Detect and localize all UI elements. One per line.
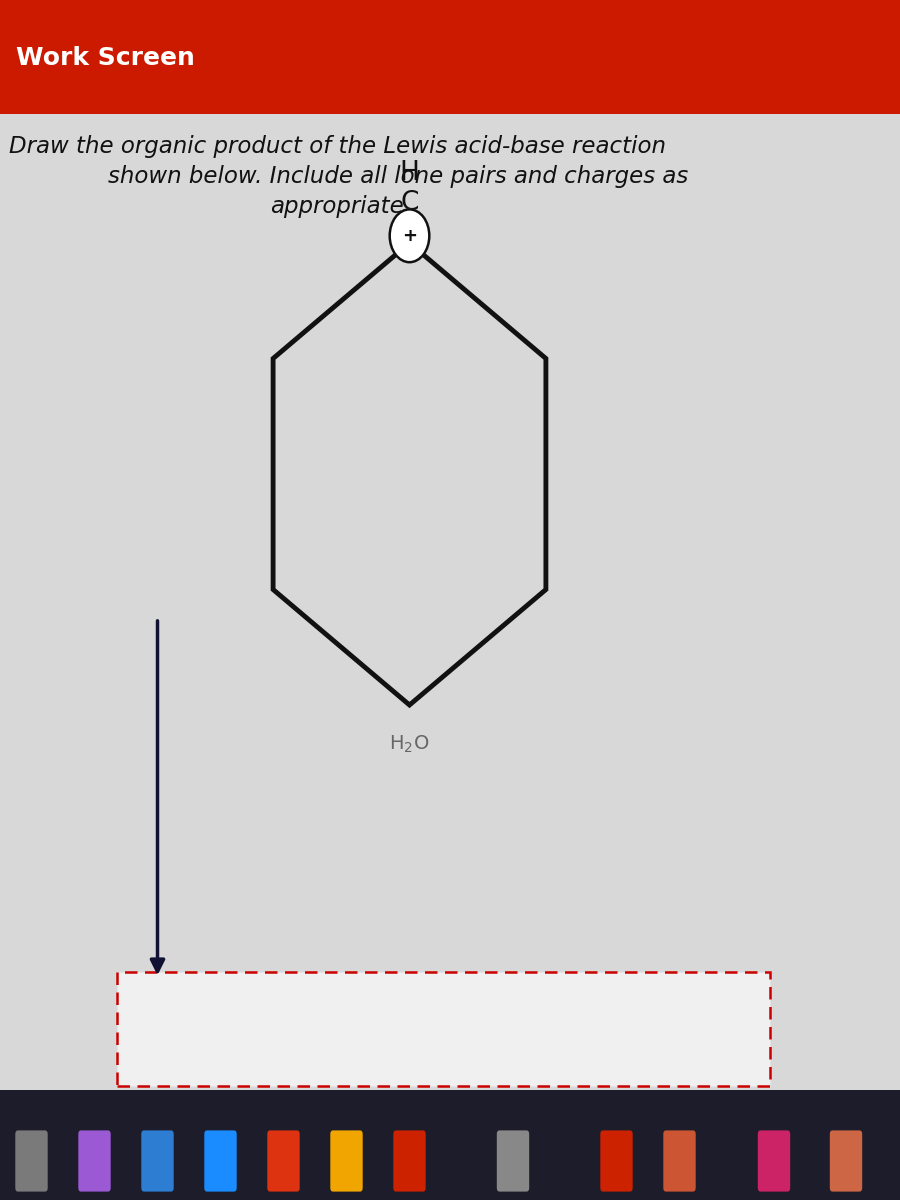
FancyBboxPatch shape	[600, 1130, 633, 1192]
FancyBboxPatch shape	[393, 1130, 426, 1192]
FancyBboxPatch shape	[141, 1130, 174, 1192]
Text: shown below. Include all lone pairs and charges as: shown below. Include all lone pairs and …	[108, 164, 688, 188]
Bar	[0, 1090, 900, 1200]
FancyBboxPatch shape	[204, 1130, 237, 1192]
FancyBboxPatch shape	[830, 1130, 862, 1192]
FancyBboxPatch shape	[78, 1130, 111, 1192]
Text: H: H	[400, 161, 419, 186]
FancyBboxPatch shape	[497, 1130, 529, 1192]
FancyBboxPatch shape	[15, 1130, 48, 1192]
FancyBboxPatch shape	[330, 1130, 363, 1192]
Text: +: +	[402, 227, 417, 245]
Bar	[117, 972, 770, 1086]
Bar	[0, 0, 900, 114]
Text: Work Screen: Work Screen	[16, 46, 195, 70]
Text: Draw the organic product of the Lewis acid-base reaction: Draw the organic product of the Lewis ac…	[9, 134, 666, 158]
FancyBboxPatch shape	[758, 1130, 790, 1192]
Circle shape	[390, 209, 429, 262]
FancyBboxPatch shape	[267, 1130, 300, 1192]
Text: H$_2$O: H$_2$O	[390, 733, 429, 755]
Text: appropriate.: appropriate.	[270, 194, 411, 218]
Text: C: C	[400, 191, 418, 216]
FancyBboxPatch shape	[663, 1130, 696, 1192]
